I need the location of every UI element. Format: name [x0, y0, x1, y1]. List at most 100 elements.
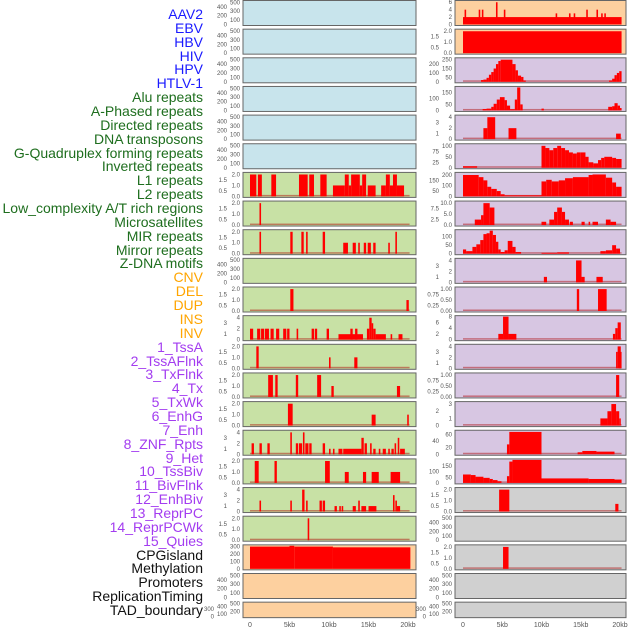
baseline-track: [463, 366, 622, 369]
y-tick-label: 2.0: [232, 201, 241, 207]
y-tick-label: 150: [442, 67, 453, 73]
data-bar: [344, 471, 349, 483]
panel-background: [242, 257, 417, 284]
data-bar: [500, 59, 513, 82]
panel-background: [454, 57, 627, 84]
y-tick-label: 2.0: [232, 287, 241, 293]
data-bar: [601, 13, 603, 25]
y-tick-label: 0.00: [440, 395, 452, 401]
y-tick-label: 3: [224, 436, 228, 442]
data-bar: [483, 128, 488, 140]
x-tick-label: 10kb: [321, 622, 336, 629]
data-bar: [463, 249, 467, 254]
data-bar: [600, 418, 608, 426]
y-tick-label: 2.0: [232, 172, 241, 178]
y-tick-label: 200: [217, 14, 228, 20]
y-tick-label: 1.5: [219, 207, 228, 213]
y-tick-label: 0.00: [440, 309, 452, 315]
data-bar: [492, 234, 496, 254]
y-tick-label: 8: [449, 315, 453, 321]
data-bar: [517, 87, 521, 111]
data-bar: [615, 503, 619, 512]
y-tick-label: 0: [237, 510, 241, 516]
y-tick-label: 500: [230, 602, 241, 608]
category-label: AAV2: [168, 6, 203, 22]
y-tick-label: 1.5: [219, 464, 228, 470]
baseline-track: [250, 510, 410, 512]
data-bar: [322, 500, 326, 512]
x-tick-label: 10kb: [534, 622, 549, 629]
data-bar: [329, 357, 331, 369]
data-bar: [616, 375, 620, 397]
y-tick-label: 2: [449, 126, 453, 132]
y-tick-label: 0.5: [219, 389, 228, 395]
data-bar: [483, 234, 487, 254]
data-bar: [588, 175, 593, 197]
data-bar: [331, 385, 334, 397]
data-bar: [503, 546, 509, 569]
data-bar: [557, 252, 569, 254]
data-bar: [520, 104, 523, 111]
y-tick-label: 0.0: [232, 309, 241, 315]
data-bar: [348, 185, 352, 197]
data-bar: [612, 245, 617, 254]
y-tick-label: 0: [224, 51, 228, 57]
data-bar: [397, 437, 400, 455]
data-bar: [373, 448, 376, 455]
data-bar: [483, 477, 490, 483]
y-tick-label: 2.0: [232, 402, 241, 408]
data-bar: [598, 160, 602, 168]
y-tick-label: 0: [449, 137, 453, 143]
y-tick-label: 1.0: [232, 470, 241, 476]
data-bar: [311, 328, 314, 340]
y-tick-label: 0.75: [427, 379, 439, 385]
data-bar: [507, 240, 513, 254]
panel-background: [454, 487, 627, 514]
data-bar: [493, 68, 496, 82]
data-bar: [338, 448, 343, 455]
data-bar: [391, 448, 394, 455]
data-bar: [486, 77, 489, 82]
y-tick-label: 150: [442, 90, 453, 96]
x-tick-label: 20kb: [400, 622, 415, 629]
data-bar: [573, 13, 576, 25]
data-bar: [582, 450, 597, 455]
data-bar: [381, 185, 386, 197]
category-label: CNV: [173, 269, 203, 286]
data-bar: [363, 242, 367, 254]
y-tick-label: 0: [211, 615, 215, 621]
category-label: 15_Quies: [143, 532, 203, 549]
data-bar: [497, 481, 502, 483]
data-bar: [495, 2, 498, 25]
y-tick-label: 500: [230, 258, 241, 264]
y-tick-label: 0: [224, 80, 228, 86]
y-tick-label: 2.5: [431, 218, 440, 224]
panel-background: [454, 573, 627, 599]
data-bar: [481, 9, 484, 25]
data-bar: [601, 157, 605, 168]
data-bar: [287, 403, 293, 426]
x-tick-label: 20kb: [612, 622, 627, 629]
baseline-track: [463, 80, 622, 82]
data-bar: [489, 478, 493, 483]
data-bar: [341, 506, 344, 512]
baseline-track: [250, 194, 410, 197]
y-tick-label: 0: [449, 194, 453, 200]
data-bar: [366, 328, 370, 340]
data-bar: [593, 163, 599, 168]
data-bar: [554, 211, 558, 226]
data-bar: [580, 152, 586, 168]
y-tick-label: 400: [429, 604, 440, 610]
data-bar: [620, 108, 622, 111]
data-bar: [616, 158, 622, 168]
y-tick-label: 0: [237, 452, 241, 458]
y-tick-label: 0: [237, 567, 241, 573]
category-label: G-Quadruplex forming repeats: [13, 144, 203, 161]
data-bar: [510, 109, 515, 111]
y-tick-label: 0.75: [427, 293, 439, 299]
data-bar: [250, 546, 290, 569]
y-tick-label: 4: [237, 488, 241, 494]
data-bar: [605, 219, 611, 226]
data-bar: [488, 74, 492, 82]
panel-background: [242, 401, 417, 428]
